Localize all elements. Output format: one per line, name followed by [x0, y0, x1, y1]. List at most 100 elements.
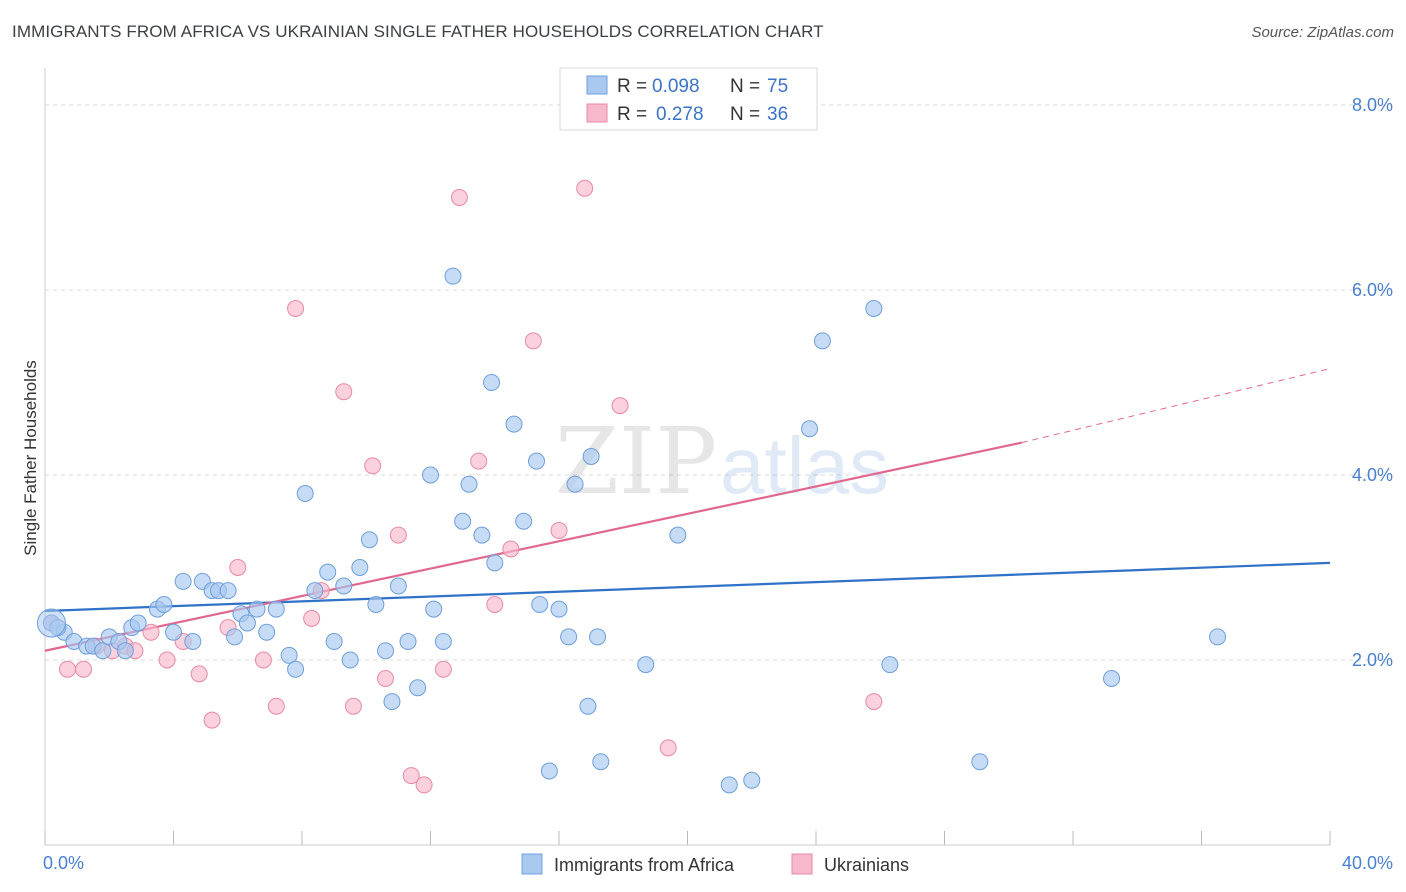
- data-point-pink: [611, 397, 629, 415]
- data-point-pink: [524, 332, 542, 350]
- trend-line-pink-extension: [1021, 368, 1331, 444]
- data-point-blue: [383, 693, 401, 711]
- data-point-blue: [155, 596, 173, 613]
- gridlines: [45, 104, 1392, 661]
- data-point-blue: [248, 600, 266, 618]
- data-point-blue: [360, 531, 378, 549]
- bottom-legend-label-pink: Ukrainians: [824, 855, 909, 875]
- series-immigrants-from-africa: [36, 267, 1227, 794]
- data-point-blue: [238, 614, 256, 632]
- legend-n-label-pink: N =: [730, 104, 760, 125]
- data-point-pink: [434, 660, 452, 678]
- legend-r-value-blue: 0.098: [652, 76, 700, 97]
- data-point-blue: [184, 633, 202, 650]
- chart-title: IMMIGRANTS FROM AFRICA VS UKRAINIAN SING…: [12, 22, 824, 41]
- data-point-blue: [399, 633, 417, 650]
- data-point-pink: [58, 660, 76, 678]
- data-point-pink: [344, 697, 362, 715]
- data-point-blue: [515, 512, 533, 530]
- data-point-blue: [540, 762, 558, 780]
- data-point-blue: [486, 554, 504, 572]
- data-point-pink: [254, 651, 272, 669]
- legend-n-label-blue: N =: [730, 76, 760, 97]
- data-point-pink: [142, 623, 160, 641]
- data-point-blue: [319, 563, 337, 581]
- data-point-blue: [367, 596, 385, 613]
- legend-r-label-pink: R =: [617, 104, 647, 125]
- x-tick-labels: 0.0% 40.0%: [43, 853, 1393, 873]
- data-point-pink: [450, 189, 468, 206]
- data-point-pink: [550, 522, 568, 539]
- data-point-pink: [303, 609, 321, 627]
- bottom-legend-swatch-pink: [791, 853, 813, 875]
- data-point-blue: [226, 628, 244, 646]
- data-point-blue: [434, 633, 452, 650]
- legend: R = 0.098 N = 75 R = 0.278 N = 36: [559, 67, 818, 131]
- data-point-blue: [174, 572, 192, 590]
- data-point-blue: [720, 776, 738, 794]
- data-point-blue: [425, 600, 443, 618]
- legend-swatch-pink: [586, 103, 608, 123]
- data-point-pink: [502, 540, 520, 558]
- data-point-blue: [589, 628, 607, 646]
- data-point-blue: [566, 475, 584, 493]
- data-point-pink: [287, 300, 305, 317]
- data-point-blue: [280, 646, 298, 664]
- data-point-blue: [560, 628, 578, 646]
- data-point-blue: [582, 448, 600, 465]
- axes: [44, 68, 1331, 846]
- data-point-blue: [473, 526, 491, 544]
- data-point-pink: [190, 665, 208, 683]
- data-point-blue: [306, 582, 324, 600]
- data-point-blue: [460, 475, 478, 493]
- bottom-legend-label-blue: Immigrants from Africa: [554, 855, 735, 875]
- data-point-blue: [409, 679, 427, 697]
- data-point-blue: [444, 267, 462, 285]
- legend-swatch-blue: [586, 75, 608, 95]
- data-point-blue: [351, 559, 369, 576]
- legend-r-label-blue: R =: [617, 76, 647, 97]
- data-point-blue: [296, 485, 314, 502]
- data-point-pink: [158, 651, 176, 669]
- data-point-blue: [1103, 670, 1121, 687]
- data-point-blue: [813, 332, 831, 350]
- data-point-pink: [377, 670, 395, 687]
- y-tick-label: 6.0%: [1352, 280, 1393, 300]
- data-point-pink: [470, 452, 488, 470]
- data-point-blue: [483, 374, 501, 391]
- legend-n-value-pink: 36: [767, 104, 788, 125]
- data-point-pink: [576, 179, 594, 197]
- data-point-blue: [116, 642, 134, 660]
- data-point-pink: [267, 697, 285, 715]
- data-point-blue: [287, 660, 305, 678]
- data-point-blue: [531, 596, 549, 613]
- watermark-zip: ZIP: [555, 408, 717, 515]
- y-tick-label: 8.0%: [1352, 95, 1393, 115]
- data-point-blue: [1209, 628, 1227, 646]
- data-point-blue: [219, 582, 237, 600]
- data-point-blue: [389, 577, 407, 595]
- data-point-blue: [341, 651, 359, 669]
- data-point-blue: [579, 697, 597, 715]
- data-point-blue: [325, 633, 343, 650]
- data-point-pink: [402, 767, 420, 785]
- data-point-pink: [865, 693, 883, 711]
- bottom-legend-swatch-blue: [521, 853, 543, 875]
- data-point-pink: [203, 711, 221, 729]
- data-point-pink: [486, 596, 504, 613]
- legend-r-value-pink: 0.278: [656, 104, 704, 125]
- watermark: ZIP atlas: [555, 408, 889, 515]
- watermark-atlas: atlas: [720, 421, 889, 510]
- data-point-blue: [165, 623, 182, 641]
- data-point-blue: [422, 466, 439, 484]
- data-point-cluster-blue: [36, 608, 66, 638]
- x-tick-label-max: 40.0%: [1342, 853, 1393, 873]
- y-tick-label: 4.0%: [1352, 465, 1393, 485]
- data-point-pink: [659, 739, 677, 757]
- data-point-blue: [94, 642, 112, 660]
- data-point-pink: [75, 660, 93, 678]
- data-point-blue: [550, 600, 568, 618]
- data-point-blue: [335, 577, 353, 595]
- data-point-blue: [592, 753, 610, 771]
